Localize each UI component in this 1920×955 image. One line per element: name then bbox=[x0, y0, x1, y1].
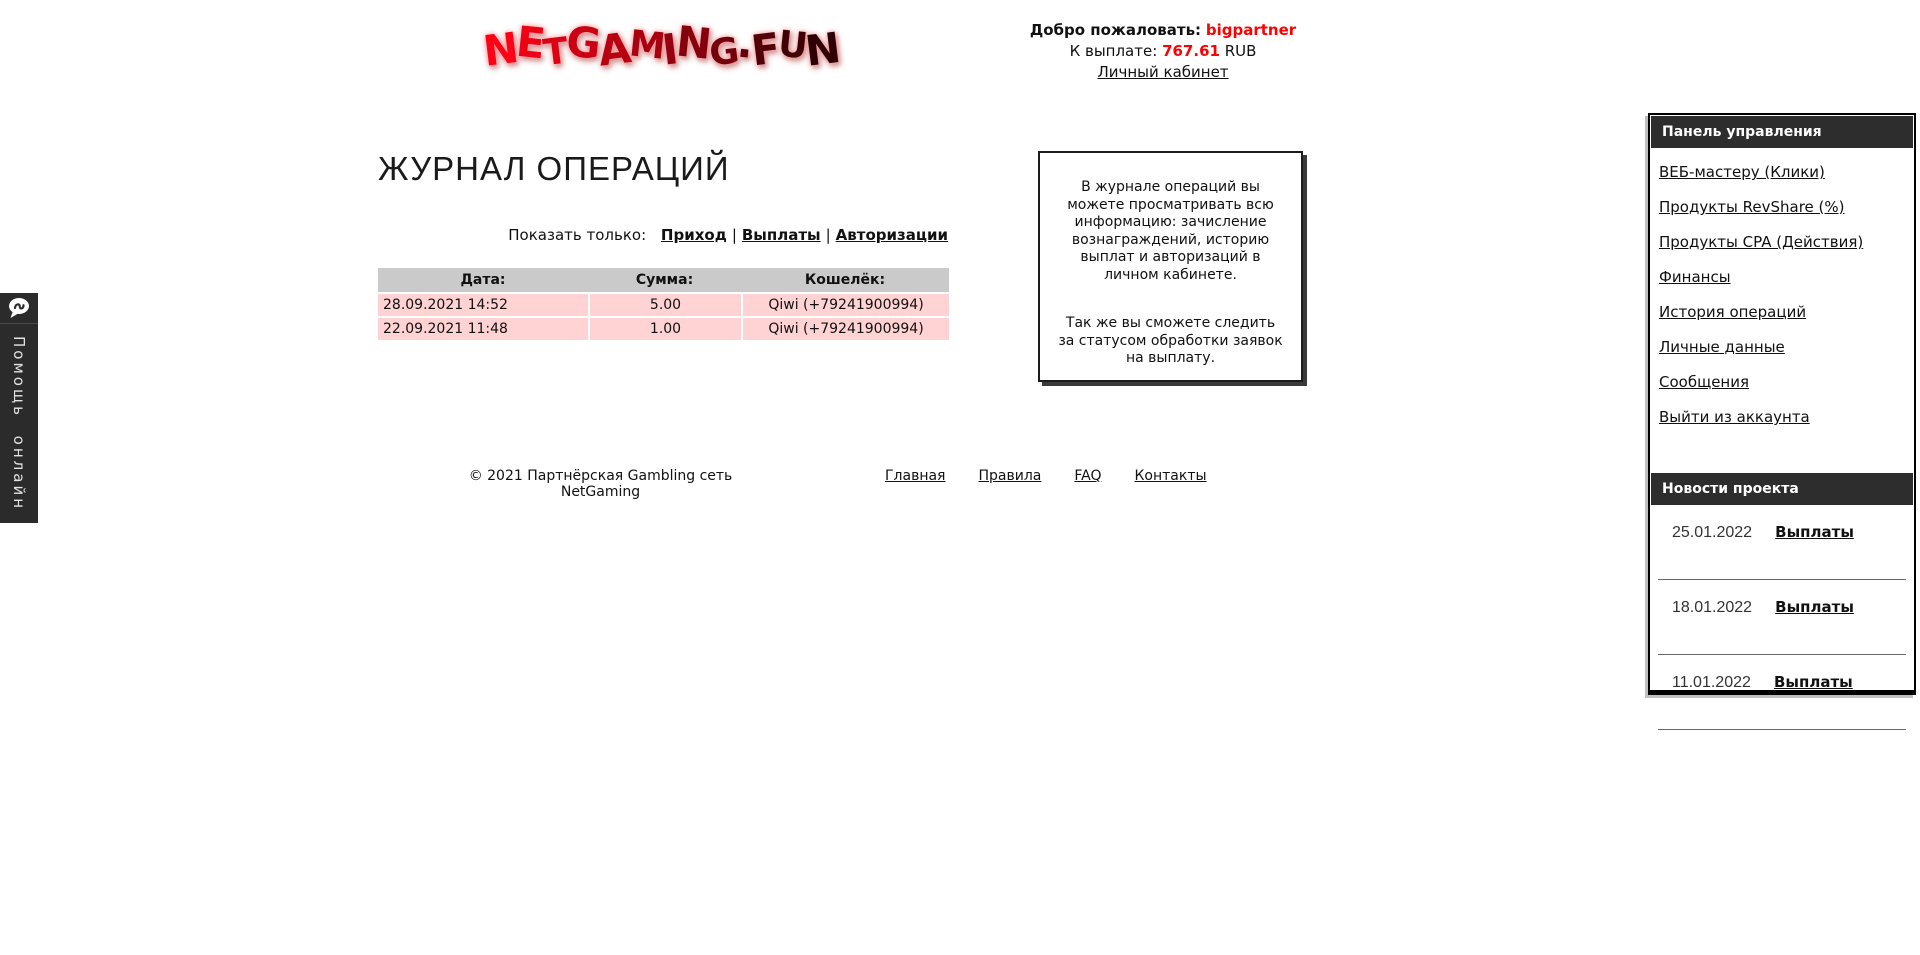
control-panel-links: ВЕБ-мастеру (Клики) Продукты RevShare (%… bbox=[1650, 149, 1914, 429]
site-logo[interactable]: NetGaming.Fun bbox=[480, 16, 842, 76]
payout-label: К выплате: bbox=[1069, 42, 1158, 60]
news-date: 11.01.2022 bbox=[1672, 674, 1751, 691]
cell-wallet: Qiwi (+79241900994) bbox=[743, 318, 949, 340]
column-header-date: Дата: bbox=[460, 272, 506, 288]
cell-amount: 5.00 bbox=[590, 294, 741, 316]
sidebar-link[interactable]: Продукты RevShare (%) bbox=[1659, 198, 1845, 216]
table-header-row: Дата: Сумма: Кошелёк: bbox=[378, 268, 949, 292]
filter-bar: Показать только: Приход | Выплаты | Авториза… bbox=[378, 226, 948, 244]
sidebar-link[interactable]: ВЕБ-мастеру (Клики) bbox=[1659, 163, 1825, 181]
news-payout-link[interactable]: Выплаты bbox=[1775, 598, 1854, 616]
cell-date: 22.09.2021 11:48 bbox=[378, 318, 588, 340]
cabinet-link[interactable]: Личный кабинет bbox=[1097, 63, 1229, 81]
sidebar-link[interactable]: Продукты CPA (Действия) bbox=[1659, 233, 1864, 251]
news-entry: 11.01.2022 Выплаты bbox=[1650, 655, 1914, 730]
chat-bubble-icon[interactable] bbox=[0, 293, 38, 323]
sidebar-item: Финансы bbox=[1659, 254, 1914, 289]
sidebar-link[interactable]: Финансы bbox=[1659, 268, 1731, 286]
help-online-tab[interactable]: Помощь онлайн bbox=[0, 293, 38, 523]
sidebar-link[interactable]: Личные данные bbox=[1659, 338, 1785, 356]
help-online-label-block[interactable]: Помощь онлайн bbox=[0, 323, 38, 523]
info-paragraph-2: Так же вы сможете следить за статусом об… bbox=[1058, 315, 1283, 366]
sidebar-item: Продукты RevShare (%) bbox=[1659, 184, 1914, 219]
control-panel-title: Панель управления bbox=[1651, 116, 1913, 148]
sidebar-item: Личные данные bbox=[1659, 324, 1914, 359]
welcome-line: Добро пожаловать: bigpartner bbox=[1018, 20, 1308, 41]
filter-option-link[interactable]: Выплаты bbox=[741, 226, 821, 244]
control-panel-sidebar: Панель управления ВЕБ-мастеру (Клики) Пр… bbox=[1648, 113, 1916, 730]
payout-amount: 767.61 bbox=[1162, 42, 1220, 60]
currency-label: RUB bbox=[1224, 42, 1257, 60]
news-entry: 18.01.2022 Выплаты bbox=[1650, 580, 1914, 655]
news-date: 25.01.2022 bbox=[1672, 524, 1753, 541]
filter-separator: | bbox=[825, 226, 831, 244]
column-header-amount: Сумма: bbox=[635, 272, 694, 288]
sidebar-item: История операций bbox=[1659, 289, 1914, 324]
column-header-wallet: Кошелёк: bbox=[804, 272, 886, 288]
filter-label: Показать только: bbox=[508, 226, 647, 244]
filter-separator bbox=[651, 226, 661, 244]
sidebar-item: ВЕБ-мастеру (Клики) bbox=[1659, 149, 1914, 184]
filter-option-link[interactable]: Приход bbox=[660, 226, 727, 244]
cell-date: 28.09.2021 14:52 bbox=[378, 294, 588, 316]
cell-amount: 1.00 bbox=[590, 318, 741, 340]
table-row: 22.09.2021 11:48 1.00 Qiwi (+79241900994… bbox=[378, 318, 949, 340]
news-date: 18.01.2022 bbox=[1672, 599, 1753, 616]
payout-line: К выплате: 767.61 RUB bbox=[1018, 41, 1308, 62]
filter-option-link[interactable]: Авторизации bbox=[835, 226, 948, 244]
footer-link[interactable]: Контакты bbox=[1134, 468, 1207, 484]
news-section-title: Новости проекта bbox=[1651, 473, 1913, 505]
welcome-label: Добро пожаловать: bbox=[1029, 21, 1202, 39]
sidebar-item: Продукты CPA (Действия) bbox=[1659, 219, 1914, 254]
footer-links: Главная Правила FAQ Контакты bbox=[885, 468, 1207, 484]
help-online-label: Помощь онлайн bbox=[10, 335, 28, 511]
footer-link[interactable]: FAQ bbox=[1074, 468, 1102, 484]
footer-link[interactable]: Главная bbox=[885, 468, 946, 484]
footer-link[interactable]: Правила bbox=[978, 468, 1042, 484]
welcome-block: Добро пожаловать: bigpartner К выплате: … bbox=[1018, 20, 1308, 83]
cell-wallet: Qiwi (+79241900994) bbox=[743, 294, 949, 316]
footer-copyright: © 2021 Партнёрская Gambling сеть NetGami… bbox=[468, 468, 733, 500]
news-payout-link[interactable]: Выплаты bbox=[1775, 523, 1854, 541]
sidebar-link[interactable]: Сообщения bbox=[1659, 373, 1750, 391]
sidebar-link[interactable]: История операций bbox=[1659, 303, 1807, 321]
table-row: 28.09.2021 14:52 5.00 Qiwi (+79241900994… bbox=[378, 294, 949, 316]
news-divider bbox=[1658, 654, 1906, 655]
filter-options: Приход | Выплаты | Авторизации bbox=[651, 226, 948, 244]
info-box: В журнале операций вы можете просматрива… bbox=[1038, 151, 1303, 382]
sidebar-item: Сообщения bbox=[1659, 359, 1914, 394]
table-body: 28.09.2021 14:52 5.00 Qiwi (+79241900994… bbox=[378, 294, 949, 340]
operations-table: Дата: Сумма: Кошелёк: 28.09.2021 14:52 5… bbox=[378, 268, 949, 340]
username: bigpartner bbox=[1205, 21, 1297, 39]
news-divider bbox=[1658, 729, 1906, 730]
news-entry: 25.01.2022 Выплаты bbox=[1650, 505, 1914, 580]
page-title: ЖУРНАЛ ОПЕРАЦИЙ bbox=[378, 150, 730, 187]
sidebar-link[interactable]: Выйти из аккаунта bbox=[1659, 408, 1810, 426]
news-divider bbox=[1658, 579, 1906, 580]
sidebar-item: Выйти из аккаунта bbox=[1659, 394, 1914, 429]
info-paragraph-1: В журнале операций вы можете просматрива… bbox=[1067, 179, 1274, 283]
news-list: 25.01.2022 Выплаты 18.01.2022 Выплаты 11… bbox=[1650, 505, 1914, 730]
news-payout-link[interactable]: Выплаты bbox=[1773, 673, 1853, 691]
filter-separator: | bbox=[731, 226, 737, 244]
